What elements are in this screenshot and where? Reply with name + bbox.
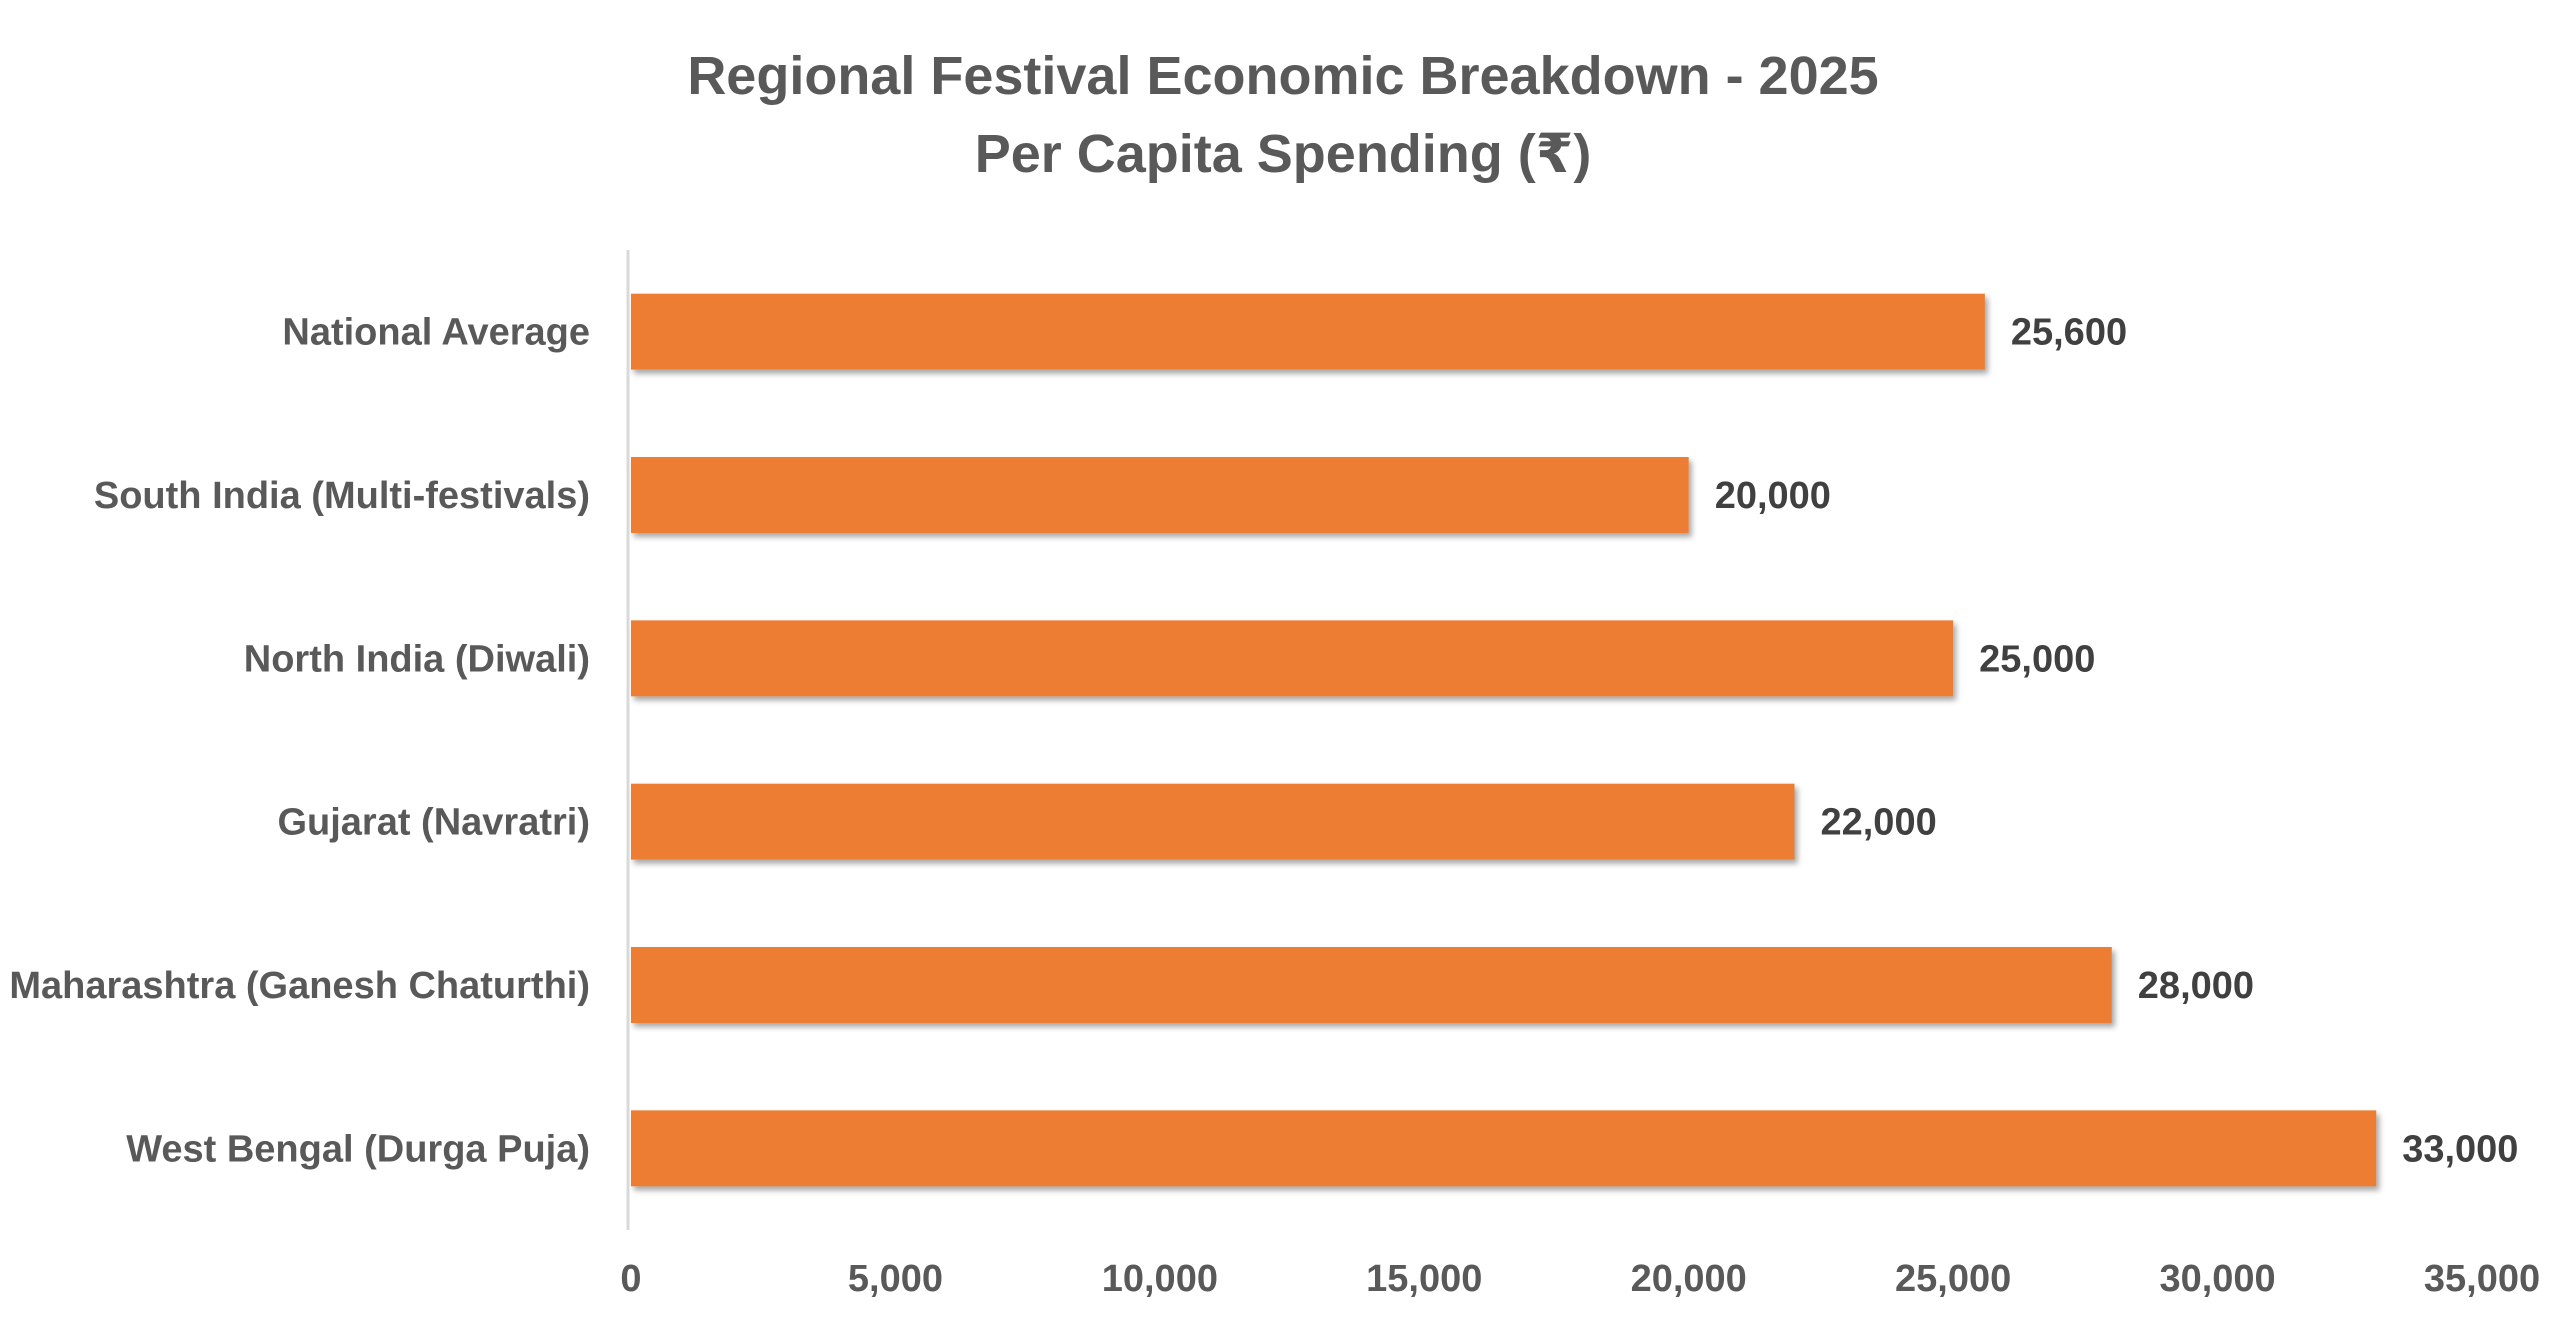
chart-title: Regional Festival Economic Breakdown - 2… [687, 46, 1878, 106]
x-axis-tick-labels: 0 5,000 10,000 15,000 20,000 25,000 30,000 35,0… [620, 1258, 2540, 1300]
bar-1 [631, 457, 1689, 533]
chart-subtitle: Per Capita Spending (₹) [975, 124, 1592, 184]
data-label-3: 22,000 [1820, 802, 1936, 844]
data-label-1: 20,000 [1715, 475, 1831, 517]
x-tick-label-5: 25,000 [1895, 1258, 2011, 1300]
x-tick-label-0: 0 [620, 1258, 641, 1300]
data-labels: 25,600 20,000 25,000 22,000 28,000 33,000 [1715, 312, 2519, 1171]
category-label-5: West Bengal (Durga Puja) [126, 1128, 590, 1170]
bar-3 [631, 783, 1795, 860]
data-label-5: 33,000 [2402, 1128, 2518, 1170]
category-label-3: Gujarat (Navratri) [277, 802, 590, 844]
x-tick-label-6: 30,000 [2159, 1258, 2275, 1300]
bar-0 [631, 293, 1985, 370]
category-labels: National Average South India (Multi-festi… [9, 312, 590, 1171]
bar-5 [631, 1110, 2377, 1187]
bar-2 [631, 620, 1954, 697]
data-label-2: 25,000 [1979, 638, 2095, 680]
category-label-4: Maharashtra (Ganesh Chaturthi) [9, 965, 590, 1007]
data-label-4: 28,000 [2138, 965, 2254, 1007]
bars-layer [631, 293, 2377, 1187]
data-label-0: 25,600 [2011, 312, 2127, 354]
x-tick-label-3: 15,000 [1366, 1258, 1482, 1300]
bar-4 [631, 947, 2112, 1023]
category-label-1: South India (Multi-festivals) [94, 475, 590, 517]
x-tick-label-1: 5,000 [848, 1258, 943, 1300]
category-label-2: North India (Diwali) [244, 638, 590, 680]
category-label-0: National Average [282, 312, 590, 354]
x-tick-label-4: 20,000 [1631, 1258, 1747, 1300]
x-tick-label-7: 35,000 [2424, 1258, 2540, 1300]
x-tick-label-2: 10,000 [1102, 1258, 1218, 1300]
